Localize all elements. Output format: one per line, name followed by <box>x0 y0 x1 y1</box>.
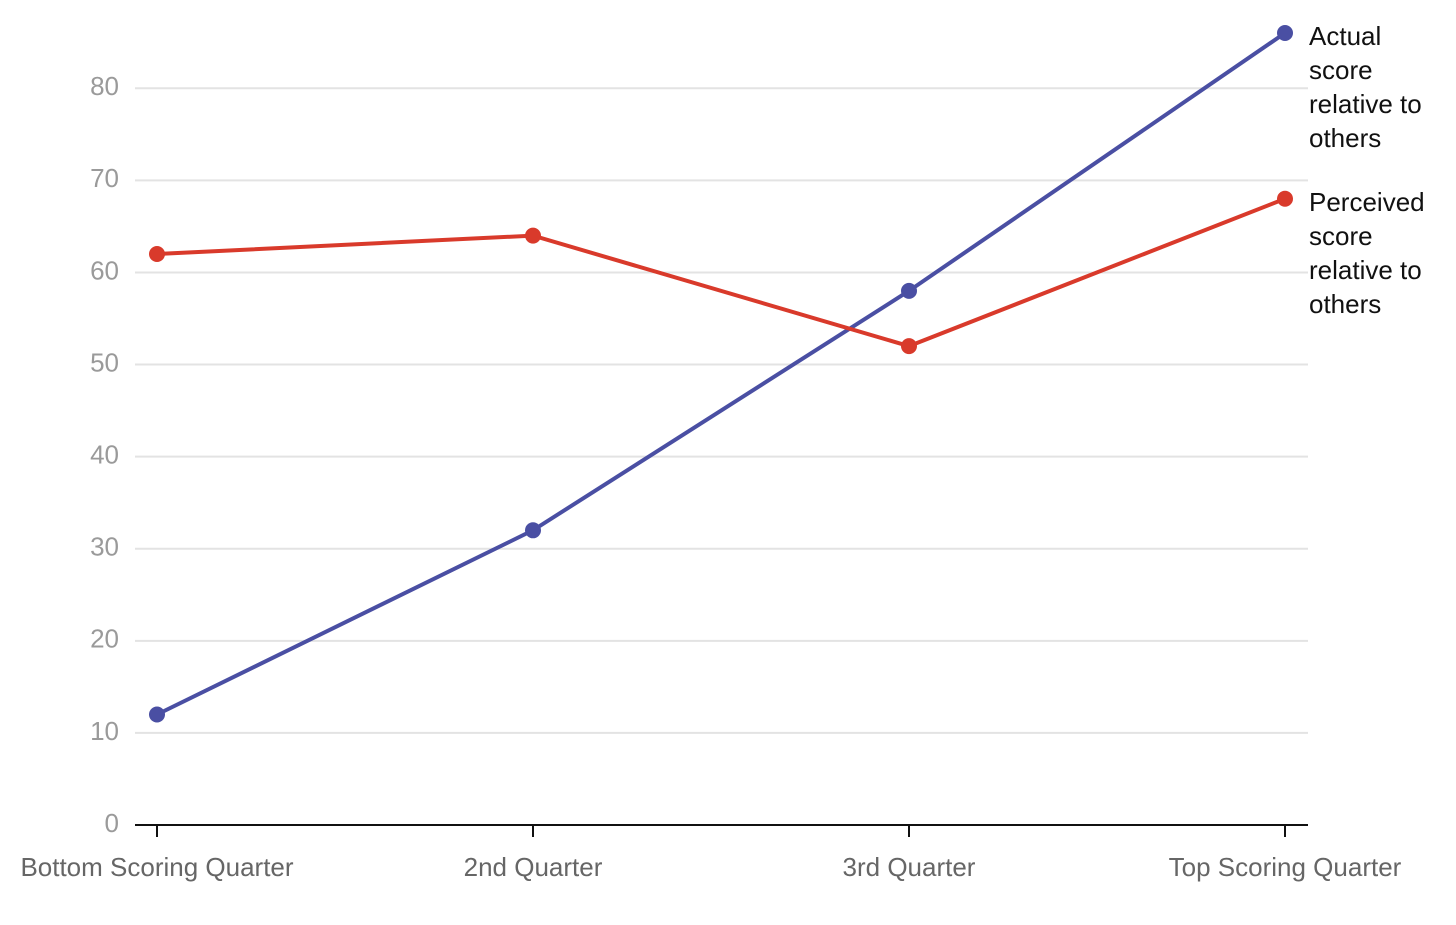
y-tick-label: 80 <box>90 71 119 101</box>
x-tick-label: Top Scoring Quarter <box>1169 852 1402 882</box>
data-point <box>1277 25 1293 41</box>
y-tick-label: 20 <box>90 624 119 654</box>
series-line <box>156 31 1287 717</box>
y-tick-label: 40 <box>90 440 119 470</box>
data-point <box>1277 190 1293 207</box>
x-tick-label: 3rd Quarter <box>843 852 976 882</box>
data-point <box>525 227 541 244</box>
legend-label: Actual score relative to others <box>1309 21 1422 153</box>
y-tick-label: 70 <box>90 163 119 193</box>
data-point <box>149 246 165 263</box>
y-tick-label: 30 <box>90 532 119 562</box>
legend-label: Perceived score relative to others <box>1309 186 1425 319</box>
y-tick-label: 10 <box>90 716 119 746</box>
x-tick-label: Bottom Scoring Quarter <box>20 852 293 882</box>
data-point <box>901 338 917 355</box>
y-tick-label: 0 <box>105 808 119 838</box>
data-point <box>901 282 917 299</box>
data-point <box>149 706 165 723</box>
y-tick-label: 50 <box>90 347 119 377</box>
data-point <box>525 522 541 539</box>
series-line <box>156 196 1286 349</box>
y-tick-label: 60 <box>90 255 119 285</box>
x-tick-label: 2nd Quarter <box>464 852 603 882</box>
